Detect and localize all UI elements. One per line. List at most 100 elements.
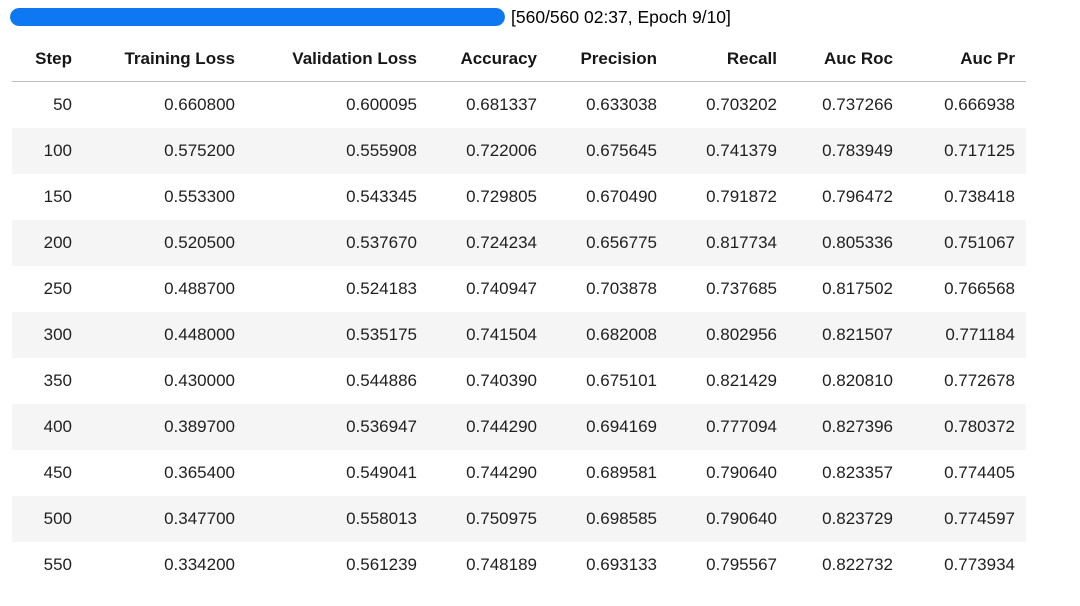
table-row: 350 0.430000 0.544886 0.740390 0.675101 0.821… bbox=[12, 358, 1026, 404]
table-cell: 0.821507 bbox=[822, 325, 893, 344]
table-cell: 0.600095 bbox=[346, 95, 417, 114]
metrics-table: Step Training Loss Validation Loss Accuracy… bbox=[12, 43, 1026, 588]
table-cell: 250 bbox=[43, 279, 72, 298]
table-row: 500 0.347700 0.558013 0.750975 0.698585 0.790… bbox=[12, 496, 1026, 542]
table-cell: 0.698585 bbox=[586, 509, 657, 528]
table-cell: 0.724234 bbox=[466, 233, 537, 252]
table-cell: 0.738418 bbox=[944, 187, 1015, 206]
table-cell: 0.783949 bbox=[822, 141, 893, 160]
table-cell: 0.737266 bbox=[822, 95, 893, 114]
table-cell: 0.748189 bbox=[466, 555, 537, 574]
column-header: Training Loss bbox=[72, 43, 235, 82]
progress-row: [560/560 02:37, Epoch 9/10] bbox=[10, 8, 1080, 26]
training-output: [560/560 02:37, Epoch 9/10] Step Training… bbox=[10, 8, 1080, 588]
table-cell: 0.689581 bbox=[586, 463, 657, 482]
table-cell: 0.555908 bbox=[346, 141, 417, 160]
table-cell: 0.741379 bbox=[706, 141, 777, 160]
table-cell: 0.744290 bbox=[466, 417, 537, 436]
table-cell: 0.535175 bbox=[346, 325, 417, 344]
table-row: 200 0.520500 0.537670 0.724234 0.656775 0.817… bbox=[12, 220, 1026, 266]
table-cell: 450 bbox=[43, 463, 72, 482]
table-cell: 100 bbox=[43, 141, 72, 160]
table-cell: 0.772678 bbox=[944, 371, 1015, 390]
table-cell: 500 bbox=[43, 509, 72, 528]
table-cell: 0.773934 bbox=[944, 555, 1015, 574]
table-cell: 0.670490 bbox=[586, 187, 657, 206]
table-cell: 0.795567 bbox=[706, 555, 777, 574]
column-header: Accuracy bbox=[417, 43, 537, 82]
table-row: 400 0.389700 0.536947 0.744290 0.694169 0.777… bbox=[12, 404, 1026, 450]
table-cell: 0.675101 bbox=[586, 371, 657, 390]
table-cell: 0.820810 bbox=[822, 371, 893, 390]
table-cell: 0.805336 bbox=[822, 233, 893, 252]
column-header: Recall bbox=[657, 43, 777, 82]
table-cell: 0.543345 bbox=[346, 187, 417, 206]
table-cell: 0.537670 bbox=[346, 233, 417, 252]
table-cell: 150 bbox=[43, 187, 72, 206]
table-cell: 0.681337 bbox=[466, 95, 537, 114]
table-cell: 0.553300 bbox=[164, 187, 235, 206]
table-cell: 0.817734 bbox=[706, 233, 777, 252]
table-cell: 0.774405 bbox=[944, 463, 1015, 482]
table-cell: 300 bbox=[43, 325, 72, 344]
table-cell: 0.822732 bbox=[822, 555, 893, 574]
table-cell: 0.823729 bbox=[822, 509, 893, 528]
table-cell: 0.389700 bbox=[164, 417, 235, 436]
column-header: Step bbox=[12, 43, 72, 82]
column-header: Auc Pr bbox=[893, 43, 1026, 82]
table-cell: 0.774597 bbox=[944, 509, 1015, 528]
table-cell: 0.544886 bbox=[346, 371, 417, 390]
table-body: 50 0.660800 0.600095 0.681337 0.633038 0.7032… bbox=[12, 82, 1026, 589]
table-row: 250 0.488700 0.524183 0.740947 0.703878 0.737… bbox=[12, 266, 1026, 312]
table-cell: 0.741504 bbox=[466, 325, 537, 344]
table-cell: 0.744290 bbox=[466, 463, 537, 482]
table-cell: 0.694169 bbox=[586, 417, 657, 436]
table-cell: 0.660800 bbox=[164, 95, 235, 114]
table-cell: 0.823357 bbox=[822, 463, 893, 482]
table-cell: 0.682008 bbox=[586, 325, 657, 344]
table-cell: 0.771184 bbox=[945, 325, 1015, 344]
table-cell: 0.703202 bbox=[706, 95, 777, 114]
table-cell: 0.558013 bbox=[346, 509, 417, 528]
table-cell: 0.740947 bbox=[466, 279, 537, 298]
table-cell: 0.561239 bbox=[346, 555, 417, 574]
table-cell: 0.448000 bbox=[164, 325, 235, 344]
table-cell: 0.633038 bbox=[586, 95, 657, 114]
table-cell: 350 bbox=[43, 371, 72, 390]
progress-bar bbox=[10, 8, 505, 26]
table-cell: 0.666938 bbox=[944, 95, 1015, 114]
table-cell: 0.693133 bbox=[586, 555, 657, 574]
table-cell: 0.750975 bbox=[466, 509, 537, 528]
table-cell: 0.549041 bbox=[346, 463, 417, 482]
table-row: 300 0.448000 0.535175 0.741504 0.682008 0.802… bbox=[12, 312, 1026, 358]
table-cell: 0.737685 bbox=[706, 279, 777, 298]
table-row: 150 0.553300 0.543345 0.729805 0.670490 0.791… bbox=[12, 174, 1026, 220]
table-cell: 0.334200 bbox=[164, 555, 235, 574]
table-cell: 0.430000 bbox=[164, 371, 235, 390]
progress-fill bbox=[10, 8, 505, 26]
table-cell: 0.656775 bbox=[586, 233, 657, 252]
table-cell: 0.790640 bbox=[706, 509, 777, 528]
table-cell: 0.520500 bbox=[164, 233, 235, 252]
table-cell: 550 bbox=[43, 555, 72, 574]
table-row: 550 0.334200 0.561239 0.748189 0.693133 0.795… bbox=[12, 542, 1026, 588]
table-header-row: Step Training Loss Validation Loss Accuracy… bbox=[12, 43, 1026, 82]
table-cell: 0.717125 bbox=[944, 141, 1015, 160]
table-cell: 0.740390 bbox=[466, 371, 537, 390]
column-header: Precision bbox=[537, 43, 657, 82]
table-cell: 0.729805 bbox=[466, 187, 537, 206]
table-cell: 0.766568 bbox=[944, 279, 1015, 298]
column-header: Validation Loss bbox=[235, 43, 417, 82]
table-cell: 0.817502 bbox=[822, 279, 893, 298]
table-cell: 0.722006 bbox=[466, 141, 537, 160]
table-row: 450 0.365400 0.549041 0.744290 0.689581 0.790… bbox=[12, 450, 1026, 496]
table-cell: 0.780372 bbox=[944, 417, 1015, 436]
table-cell: 0.777094 bbox=[706, 417, 777, 436]
table-cell: 0.347700 bbox=[164, 509, 235, 528]
table-cell: 0.790640 bbox=[706, 463, 777, 482]
table-cell: 0.827396 bbox=[822, 417, 893, 436]
table-cell: 0.751067 bbox=[944, 233, 1015, 252]
table-cell: 0.802956 bbox=[706, 325, 777, 344]
table-cell: 0.365400 bbox=[164, 463, 235, 482]
progress-status-text: [560/560 02:37, Epoch 9/10] bbox=[511, 7, 731, 27]
